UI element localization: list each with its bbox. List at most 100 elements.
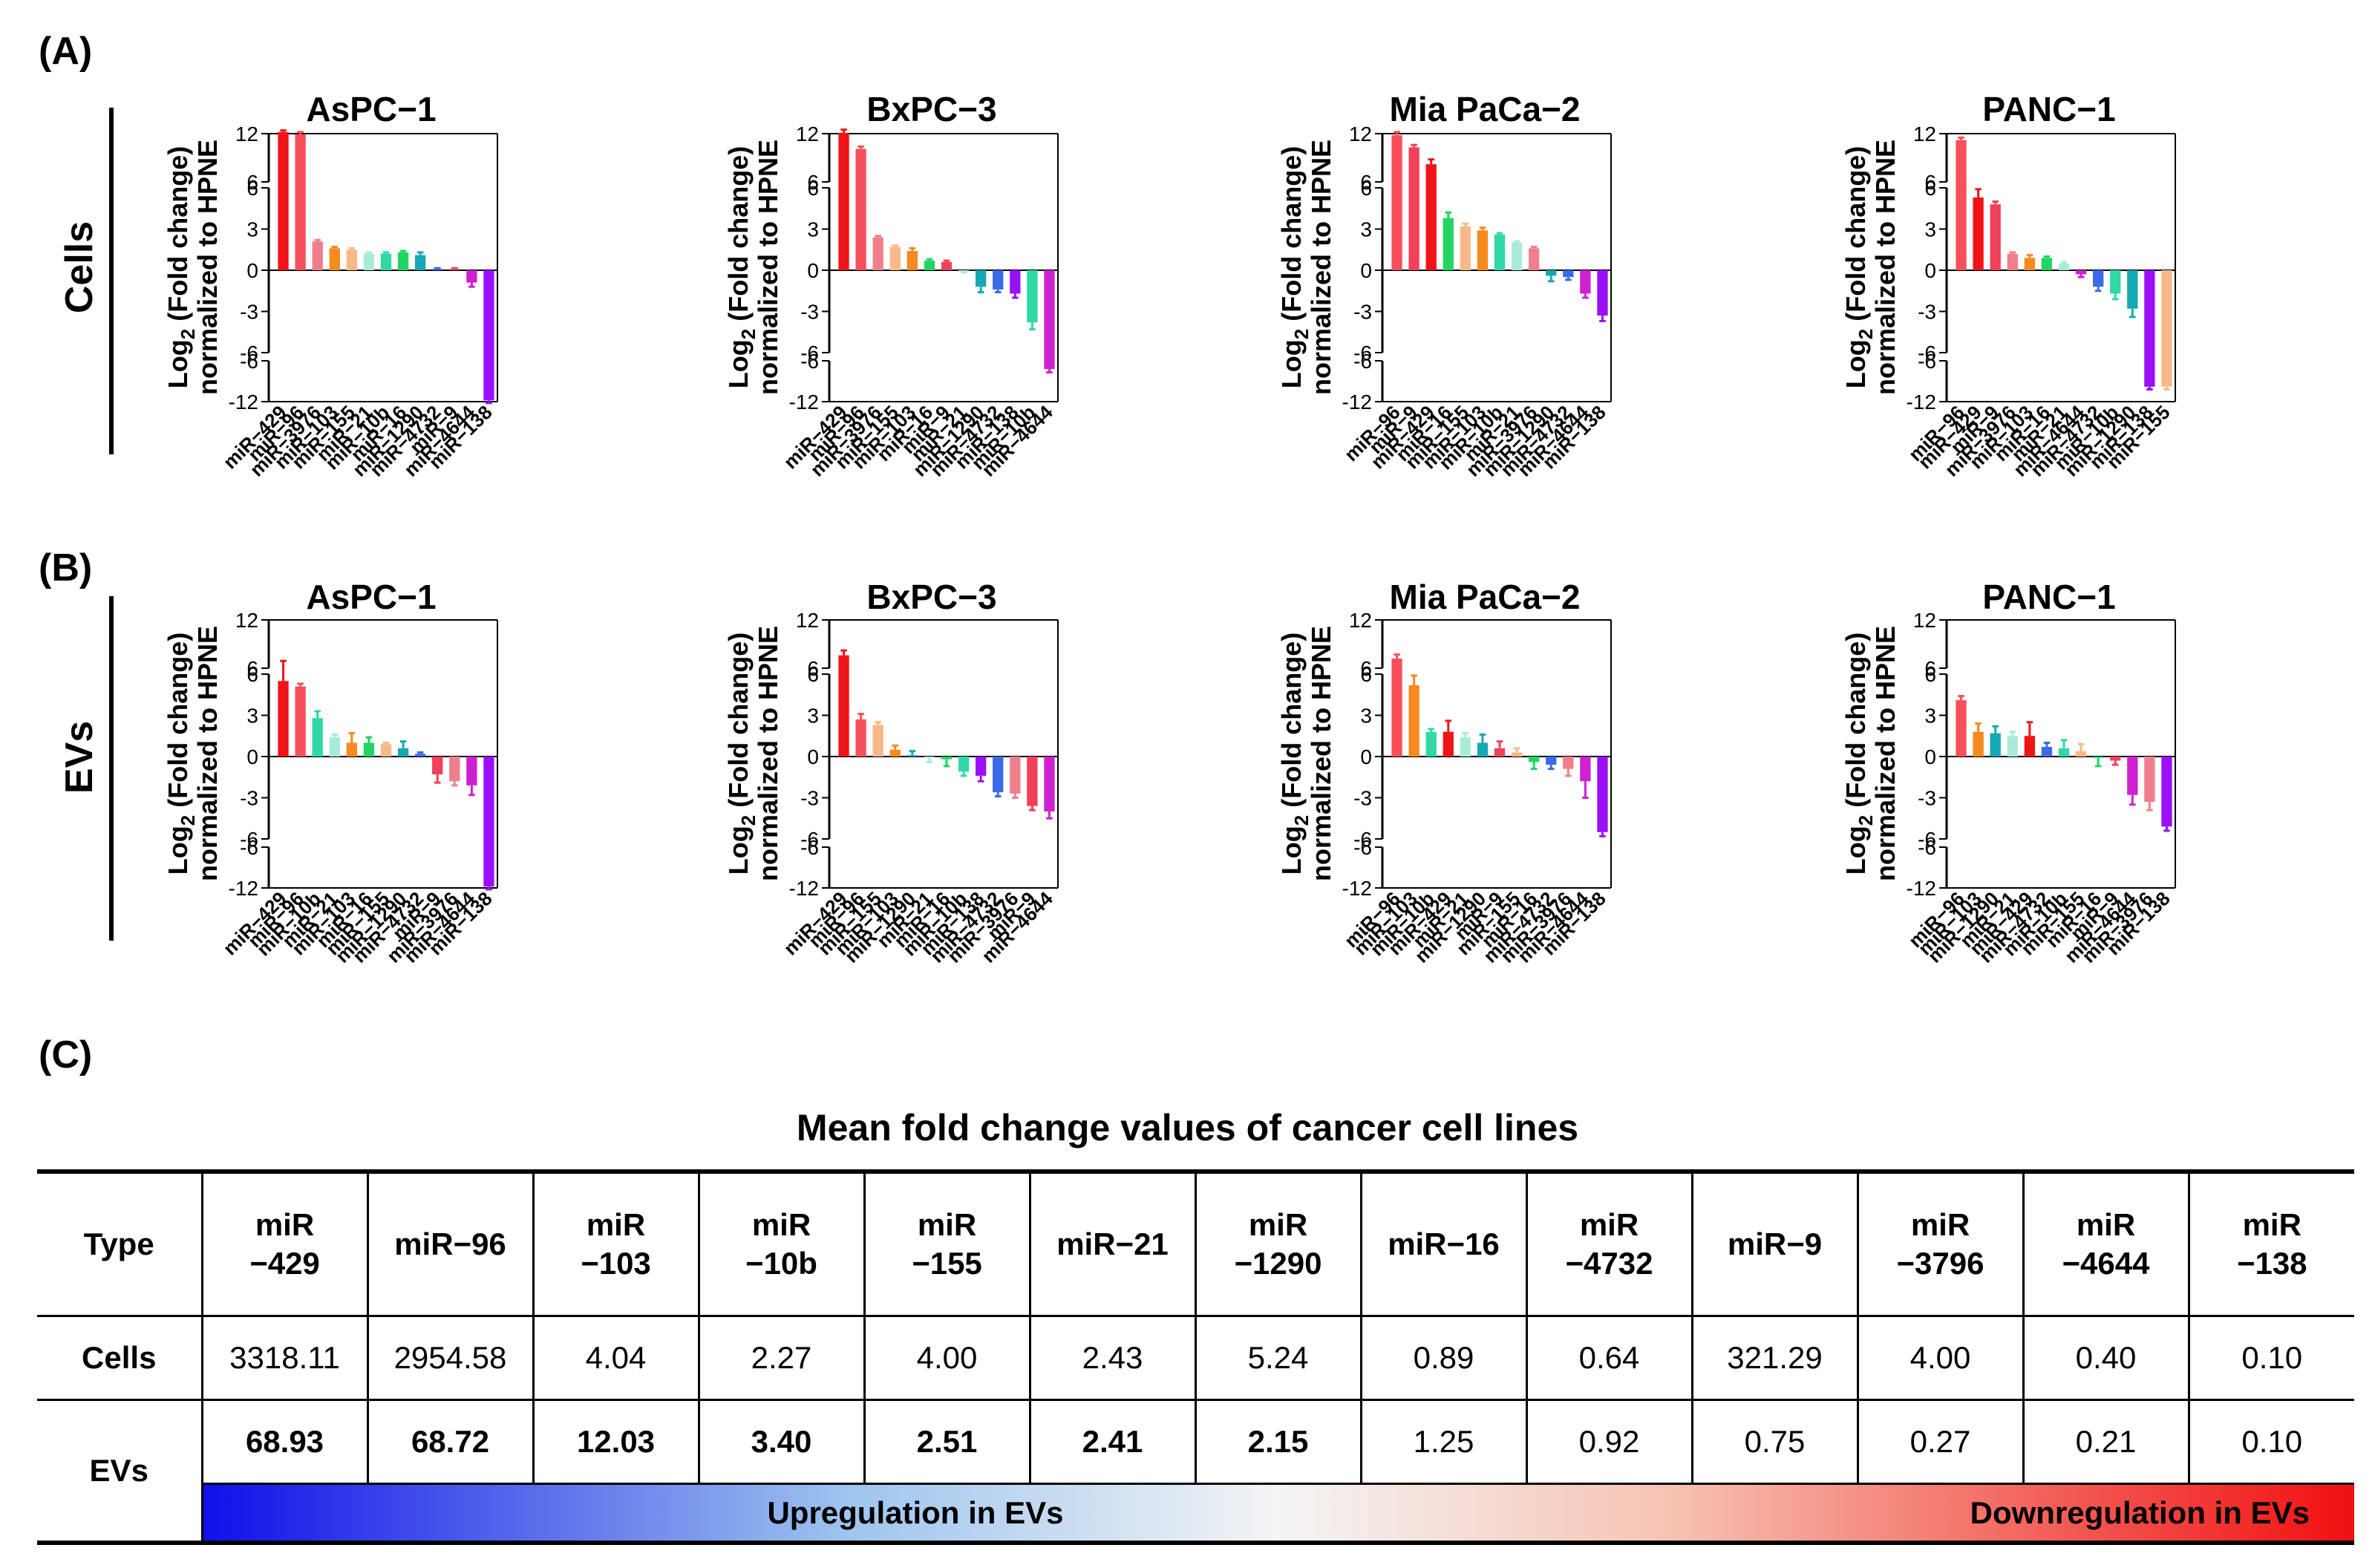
- y-axis-label-line2: normalized to HPNE: [1870, 140, 1901, 395]
- bar-segment: [295, 134, 306, 182]
- y-axis-label-line1: Log2 (Fold change): [163, 633, 199, 875]
- bar: [1580, 270, 1591, 299]
- bar: [993, 270, 1004, 294]
- y-tick-label: 6: [807, 171, 819, 194]
- bar: [889, 744, 901, 757]
- bar-segment: [1973, 731, 1984, 757]
- table-cell-evs: 2.41: [1028, 1399, 1197, 1485]
- y-tick-label: 0: [246, 745, 258, 768]
- table-cell-evs: 3.40: [697, 1399, 866, 1485]
- bar-segment: [1597, 270, 1608, 316]
- y-axis-label-line1: Log2 (Fold change): [163, 146, 199, 388]
- table-header-cell: miR−9: [1690, 1169, 1859, 1317]
- bar-segment: [872, 237, 883, 270]
- bar-segment: [838, 655, 849, 668]
- bar-segment: [1990, 733, 2001, 757]
- bar: [889, 244, 901, 270]
- bar: [278, 659, 289, 757]
- bar: [2093, 270, 2104, 293]
- bar: [2093, 757, 2104, 768]
- bar: [397, 740, 409, 757]
- bar: [1425, 728, 1437, 757]
- bar-segment: [1580, 270, 1591, 294]
- chart-title: Mia PaCa−2: [1390, 90, 1581, 128]
- bar-segment: [1408, 685, 1420, 757]
- table-row-label-evs: EVs: [37, 1399, 203, 1545]
- bar-segment: [2093, 270, 2104, 287]
- bar-segment: [363, 742, 375, 757]
- bar: [958, 757, 970, 777]
- bar: [1477, 226, 1489, 270]
- bar: [278, 129, 289, 270]
- bar-segment: [906, 251, 918, 270]
- bar: [1563, 757, 1574, 777]
- bar: [1973, 188, 1984, 270]
- bar-segment: [1956, 182, 1967, 270]
- y-tick-label: -6: [800, 342, 819, 365]
- y-tick-label: 0: [246, 259, 258, 282]
- chart-title: Mia PaCa−2: [1390, 578, 1581, 616]
- chart-panel: Mia PaCa−2 Log2 (Fold change) normalized t…: [1276, 578, 1612, 967]
- bar-segment: [1580, 757, 1591, 782]
- legend-downregulation: Downregulation in EVs: [1970, 1495, 2310, 1530]
- bar-segment: [1511, 243, 1523, 270]
- bar-segment: [1044, 757, 1055, 811]
- bar: [1443, 719, 1454, 757]
- y-tick-label: 6: [246, 171, 258, 194]
- y-tick-label: 12: [1349, 122, 1372, 146]
- chart-panel: AsPC−1 Log2 (Fold change) normalized to HP…: [163, 578, 498, 967]
- bar-segment: [1425, 731, 1437, 757]
- y-tick-label: 6: [246, 177, 258, 200]
- bar: [872, 235, 883, 270]
- bar: [1044, 270, 1055, 374]
- bar-segment: [1391, 182, 1402, 270]
- bar: [483, 757, 494, 891]
- bar: [363, 251, 375, 270]
- bar-segment: [483, 361, 494, 401]
- table-cell-cells: 4.00: [1856, 1315, 2025, 1401]
- bar-segment: [941, 757, 953, 760]
- bar-segment: [2075, 751, 2087, 757]
- bar-segment: [466, 270, 477, 283]
- y-axis-label-line1: Log2 (Fold change): [1840, 146, 1877, 388]
- bar: [976, 270, 987, 294]
- bar: [466, 757, 477, 797]
- y-tick-label: 6: [246, 663, 258, 686]
- y-tick-label: 0: [1924, 259, 1936, 282]
- y-tick-label: 3: [246, 218, 258, 241]
- bar-segment: [483, 270, 494, 361]
- y-tick-label: -3: [240, 787, 258, 810]
- bar: [2024, 721, 2035, 757]
- bar-segment: [2144, 270, 2155, 361]
- bar: [380, 251, 392, 270]
- bar: [2110, 757, 2121, 766]
- panel-label-b: (B): [39, 546, 92, 589]
- table-cell-evs: 68.93: [200, 1399, 369, 1485]
- bar: [1408, 674, 1420, 757]
- chart-panel: BxPC−3 Log2 (Fold change) normalized to HP…: [723, 578, 1059, 967]
- bar: [1990, 725, 2001, 757]
- bar-segment: [1391, 135, 1402, 182]
- y-tick-label: -6: [1918, 836, 1936, 859]
- bar: [449, 267, 460, 270]
- bar: [295, 682, 306, 757]
- bar-segment: [2075, 270, 2087, 275]
- bar-segment: [906, 755, 918, 757]
- bar: [1460, 222, 1471, 270]
- chart-title: BxPC−3: [866, 578, 996, 616]
- y-tick-label: -3: [1353, 301, 1372, 324]
- bar-segment: [1027, 757, 1038, 806]
- y-tick-label: -12: [789, 391, 819, 414]
- bar-segment: [889, 749, 901, 757]
- bar: [906, 750, 918, 757]
- bar: [380, 742, 392, 757]
- bar: [329, 733, 340, 757]
- bar-segment: [838, 132, 849, 182]
- y-tick-label: 0: [807, 745, 819, 768]
- bar: [1990, 200, 2001, 270]
- y-axis-label-line2: normalized to HPNE: [1306, 140, 1336, 395]
- bar: [1956, 695, 1967, 757]
- y-tick-label: 12: [1913, 122, 1936, 146]
- y-tick-label: 6: [1360, 171, 1372, 194]
- y-tick-label: -6: [800, 828, 819, 851]
